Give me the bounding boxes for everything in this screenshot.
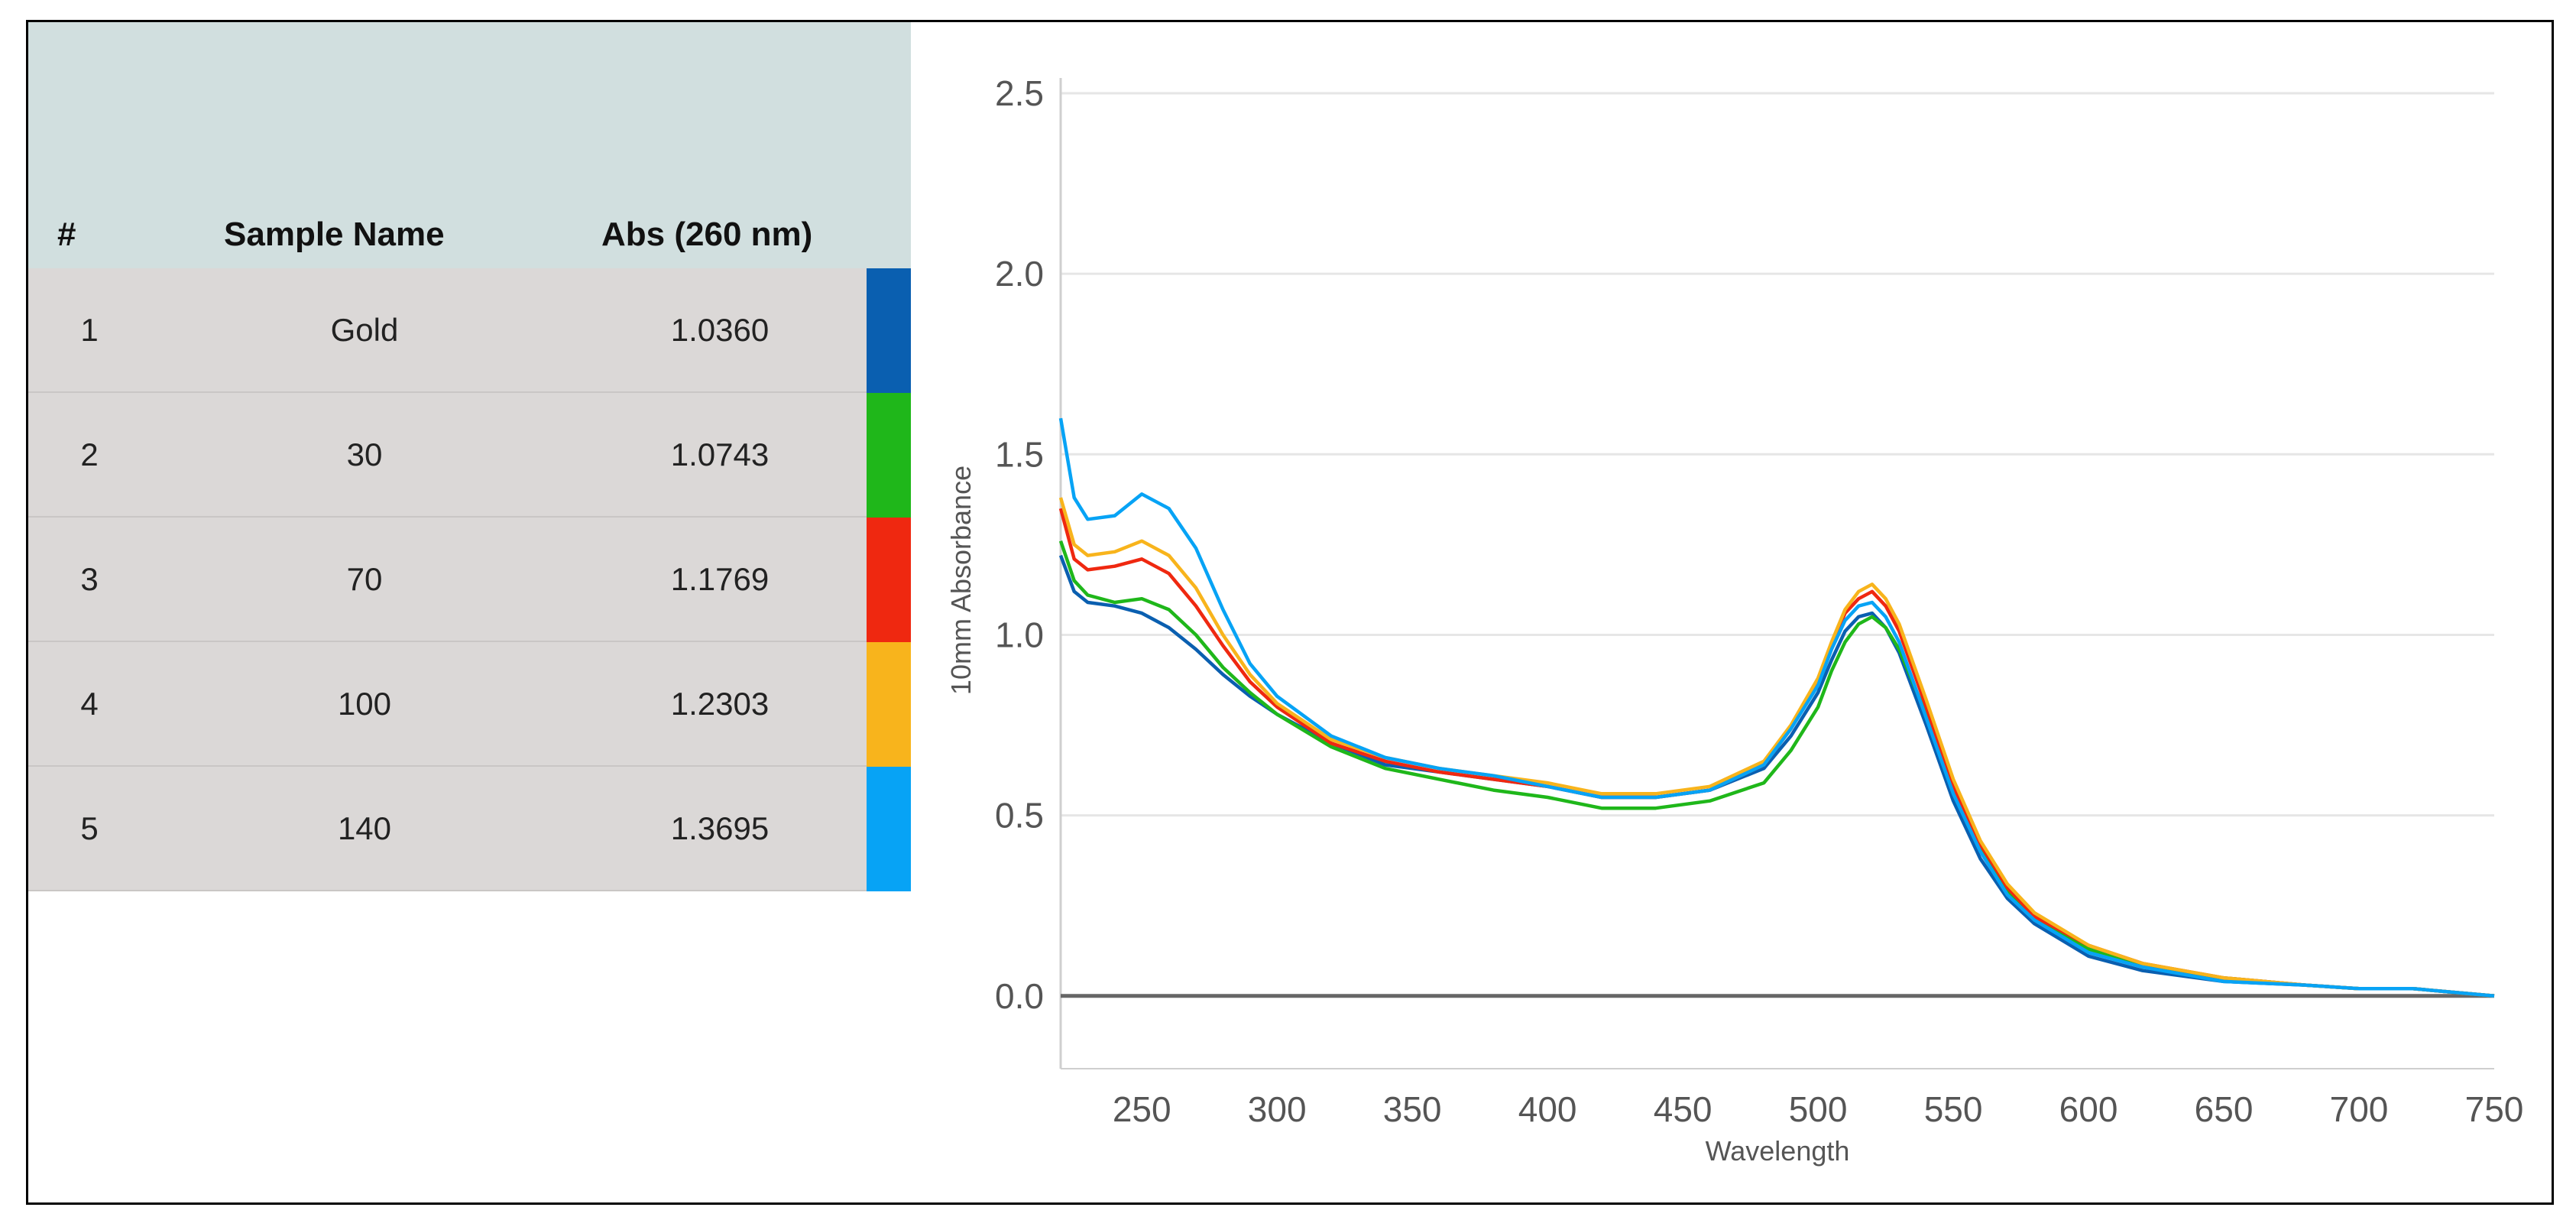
axes xyxy=(1059,78,2494,1069)
series-line-100 xyxy=(1058,497,2495,998)
header-sample-name: Sample Name xyxy=(224,216,445,253)
x-tick-label: 700 xyxy=(2330,1089,2389,1129)
y-tick-label: 1.5 xyxy=(995,434,1044,474)
row-index: 4 xyxy=(80,686,99,722)
row-sample-name: 140 xyxy=(337,810,392,846)
y-tick-label: 0.5 xyxy=(995,796,1044,836)
series-line-gold xyxy=(1058,554,2495,998)
header-index: # xyxy=(57,216,76,253)
x-tick-label: 500 xyxy=(1789,1089,1848,1129)
row-sample-name: 30 xyxy=(346,437,383,472)
series-line-30 xyxy=(1058,540,2495,998)
table-row[interactable]: 5 140 1.3695 xyxy=(28,767,911,891)
table-row[interactable]: 2 30 1.0743 xyxy=(28,393,911,518)
x-tick-label: 750 xyxy=(2465,1089,2524,1129)
x-tick-label: 600 xyxy=(2059,1089,2118,1129)
series-lines xyxy=(1058,417,2495,998)
row-abs-value: 1.0743 xyxy=(670,437,770,472)
samples-table: # Sample Name Abs (260 nm) 1 Gold 1.0360… xyxy=(28,22,911,891)
row-abs-value: 1.0360 xyxy=(670,312,770,348)
x-tick-label: 400 xyxy=(1518,1089,1577,1129)
row-color-swatch xyxy=(867,393,911,518)
x-tick-label: 650 xyxy=(2195,1089,2254,1129)
header-abs: Abs (260 nm) xyxy=(601,216,813,253)
table-header: # Sample Name Abs (260 nm) xyxy=(28,22,911,268)
row-color-swatch xyxy=(867,767,911,891)
x-tick-label: 350 xyxy=(1383,1089,1442,1129)
y-axis-label: 10mm Absorbance xyxy=(945,466,977,695)
y-tick-label: 2.0 xyxy=(995,254,1044,294)
gridlines xyxy=(1061,92,2494,817)
y-tick-label: 1.0 xyxy=(995,615,1044,654)
row-sample-name: 100 xyxy=(337,686,392,722)
table-row[interactable]: 4 100 1.2303 xyxy=(28,642,911,767)
tick-labels: 0.0 0.5 1.0 1.5 2.0 2.5 250 300 350 400 450 500 550 6… xyxy=(995,73,2523,1129)
row-color-swatch xyxy=(867,518,911,642)
absorbance-chart: 0.0 0.5 1.0 1.5 2.0 2.5 250 300 350 400 450 500 550 6… xyxy=(945,73,2523,1167)
row-index: 5 xyxy=(80,810,99,846)
x-axis-label: Wavelength xyxy=(1706,1135,1850,1167)
table-row[interactable]: 1 Gold 1.0360 xyxy=(28,268,911,393)
row-index: 1 xyxy=(80,312,99,348)
x-tick-label: 250 xyxy=(1113,1089,1171,1129)
x-tick-label: 450 xyxy=(1654,1089,1712,1129)
row-color-swatch xyxy=(867,268,911,393)
y-tick-label: 0.0 xyxy=(995,976,1044,1016)
table-row[interactable]: 3 70 1.1769 xyxy=(28,518,911,642)
row-sample-name: 70 xyxy=(346,561,383,597)
row-sample-name: Gold xyxy=(330,312,399,348)
row-index: 3 xyxy=(80,561,99,597)
y-tick-label: 2.5 xyxy=(995,73,1044,113)
row-abs-value: 1.2303 xyxy=(670,686,770,722)
row-abs-value: 1.3695 xyxy=(670,810,770,846)
x-tick-label: 300 xyxy=(1248,1089,1307,1129)
row-color-swatch xyxy=(867,642,911,767)
row-index: 2 xyxy=(80,437,99,472)
x-tick-label: 550 xyxy=(1924,1089,1983,1129)
series-line-140 xyxy=(1058,417,2495,998)
row-abs-value: 1.1769 xyxy=(670,561,770,597)
figure-frame xyxy=(26,20,2554,1205)
